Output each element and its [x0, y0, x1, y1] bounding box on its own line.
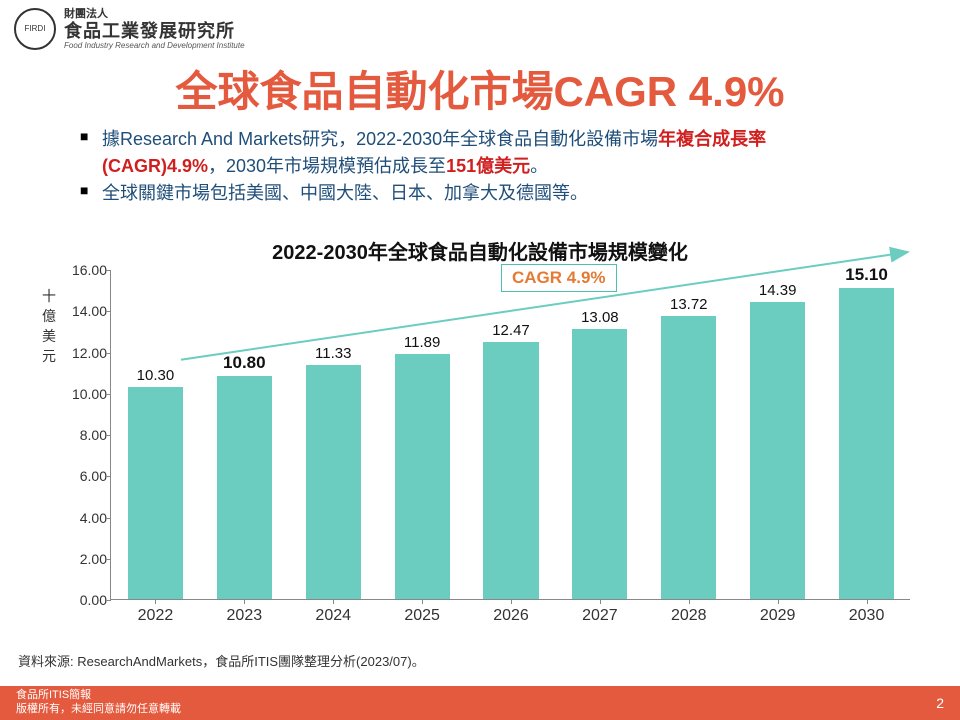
- bar-value-label: 15.10: [824, 265, 910, 285]
- header: FIRDI 財團法人 食品工業發展研究所 Food Industry Resea…: [14, 8, 245, 51]
- bullet-item: 據Research And Markets研究，2022-2030年全球食品自動…: [80, 126, 880, 180]
- footer-line-1: 食品所ITIS簡報: [16, 689, 181, 703]
- y-tick-label: 8.00: [61, 427, 107, 443]
- chart-bar: [128, 387, 183, 599]
- y-tick-label: 2.00: [61, 551, 107, 567]
- y-tick-label: 4.00: [61, 510, 107, 526]
- x-tick-label: 2027: [557, 607, 643, 625]
- source-note: 資料來源: ResearchAndMarkets，食品所ITIS團隊整理分析(2…: [18, 651, 425, 670]
- chart-plot: CAGR 4.9% 0.002.004.006.008.0010.0012.00…: [110, 270, 910, 600]
- bar-value-label: 11.89: [379, 334, 465, 351]
- page-number: 2: [936, 695, 944, 711]
- bar-value-label: 13.72: [646, 296, 732, 313]
- chart-bar: [217, 376, 272, 599]
- bullet-text: ，2030年市場規模預估成長至: [208, 156, 446, 176]
- chart-wrap: 十億美元 CAGR 4.9% 0.002.004.006.008.0010.00…: [40, 270, 920, 630]
- chart-bar: [750, 302, 805, 599]
- x-tick-label: 2026: [468, 607, 554, 625]
- chart-bar: [483, 342, 538, 599]
- y-tick-label: 0.00: [61, 592, 107, 608]
- y-tick-label: 12.00: [61, 345, 107, 361]
- chart-bar: [572, 329, 627, 599]
- chart-title: 2022-2030年全球食品自動化設備市場規模變化: [0, 236, 960, 265]
- x-tick-label: 2030: [824, 607, 910, 625]
- bullet-text: 全球關鍵市場包括美國、中國大陸、日本、加拿大及德國等。: [102, 183, 588, 203]
- y-tick-label: 6.00: [61, 468, 107, 484]
- chart-bar: [661, 316, 716, 599]
- bar-value-label: 13.08: [557, 309, 643, 326]
- page-title: 全球食品自動化市場CAGR 4.9%: [0, 58, 960, 119]
- chart-ylabel: 十億美元: [40, 286, 58, 366]
- y-tick-label: 16.00: [61, 262, 107, 278]
- bullet-text: 151億美元: [446, 156, 530, 176]
- chart-bar: [839, 288, 894, 599]
- x-tick-label: 2028: [646, 607, 732, 625]
- bullet-list: 據Research And Markets研究，2022-2030年全球食品自動…: [80, 126, 880, 207]
- footer-bar: 食品所ITIS簡報 版權所有，未經同意請勿任意轉載 2: [0, 686, 960, 720]
- x-tick-label: 2024: [290, 607, 376, 625]
- x-tick-label: 2023: [201, 607, 287, 625]
- x-tick-label: 2025: [379, 607, 465, 625]
- x-tick-label: 2029: [735, 607, 821, 625]
- bar-value-label: 10.30: [112, 367, 198, 384]
- y-tick-label: 10.00: [61, 386, 107, 402]
- org-sub: 財團法人: [64, 8, 245, 21]
- chart-bar: [395, 354, 450, 599]
- bar-value-label: 12.47: [468, 322, 554, 339]
- y-tick-label: 14.00: [61, 303, 107, 319]
- x-tick-label: 2022: [112, 607, 198, 625]
- org-main: 食品工業發展研究所: [64, 21, 245, 42]
- chart-bar: [306, 365, 361, 599]
- bar-value-label: 14.39: [735, 282, 821, 299]
- slide-root: FIRDI 財團法人 食品工業發展研究所 Food Industry Resea…: [0, 0, 960, 720]
- bar-value-label: 11.33: [290, 345, 376, 362]
- org-logo: FIRDI: [14, 8, 56, 50]
- bullet-item: 全球關鍵市場包括美國、中國大陸、日本、加拿大及德國等。: [80, 180, 880, 207]
- footer-line-2: 版權所有，未經同意請勿任意轉載: [16, 703, 181, 717]
- bar-value-label: 10.80: [201, 353, 287, 373]
- bullet-text: 據Research And Markets研究，2022-2030年全球食品自動…: [102, 129, 658, 149]
- org-text: 財團法人 食品工業發展研究所 Food Industry Research an…: [64, 8, 245, 51]
- bullet-text: 。: [530, 156, 548, 176]
- footer-left: 食品所ITIS簡報 版權所有，未經同意請勿任意轉載: [16, 689, 181, 717]
- cagr-label-box: CAGR 4.9%: [501, 264, 617, 292]
- org-en: Food Industry Research and Development I…: [64, 41, 245, 50]
